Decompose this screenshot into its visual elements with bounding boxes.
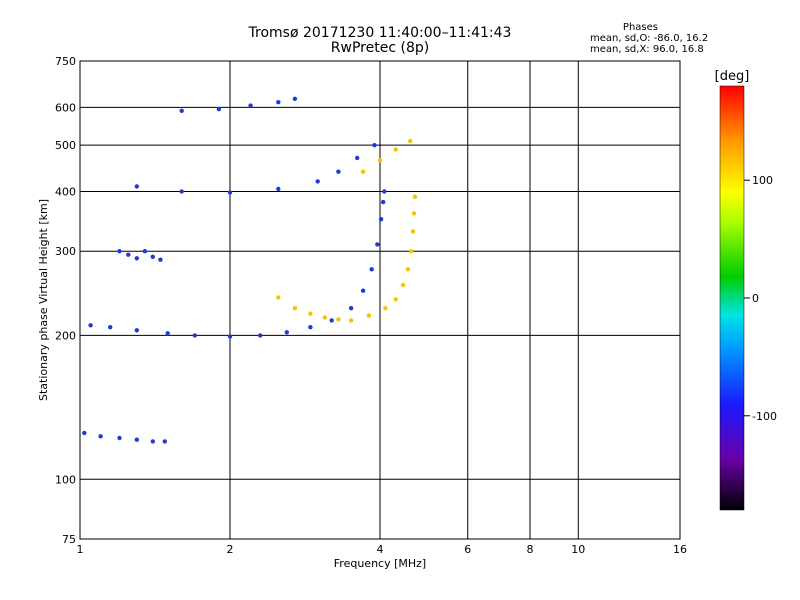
- data-point: [258, 333, 263, 338]
- x-tick-label: 16: [673, 543, 687, 556]
- chart-title: Tromsø 20171230 11:40:00–11:41:43 RwPret…: [230, 26, 530, 56]
- data-point: [276, 186, 281, 192]
- data-point: [366, 313, 372, 318]
- data-point: [134, 437, 139, 442]
- x-tick-label: 4: [377, 543, 384, 556]
- grid: [80, 61, 680, 539]
- data-point: [284, 330, 289, 335]
- data-point: [360, 169, 366, 174]
- data-point: [409, 249, 414, 254]
- data-point: [179, 108, 184, 114]
- data-point: [179, 189, 184, 194]
- data-point: [117, 435, 122, 441]
- phase-statistics-x-mode: mean, sd,X: 96.0, 16.8: [590, 44, 704, 55]
- data-point: [377, 158, 383, 163]
- phase-colorbar: [deg] 100 0 -100: [715, 69, 777, 511]
- colorbar-label: [deg]: [715, 69, 750, 84]
- phase-statistics-title: Phases: [622, 22, 658, 33]
- data-point: [378, 217, 384, 222]
- colorbar-tick-label: -100: [752, 410, 777, 423]
- x-tick-label: 8: [527, 543, 534, 556]
- phase-statistics: Phases mean, sd,O: -86.0, 16.2 mean, sd,…: [590, 22, 740, 55]
- data-point: [393, 147, 398, 152]
- data-point: [158, 257, 163, 262]
- data-point: [381, 199, 386, 205]
- x-tick-label: 2: [227, 543, 234, 556]
- data-point: [348, 306, 354, 311]
- y-axis-ticks: 75 100 200 300 400 500 600 750: [55, 55, 76, 546]
- y-tick-label: 300: [55, 245, 76, 258]
- data-point: [360, 288, 366, 293]
- x-tick-label: 10: [571, 543, 585, 556]
- x-tick-label: 1: [77, 543, 84, 556]
- data-point: [375, 242, 380, 247]
- data-point: [315, 179, 320, 184]
- data-point: [292, 96, 298, 102]
- data-point: [336, 169, 341, 174]
- data-point: [150, 254, 155, 259]
- data-point: [227, 190, 233, 195]
- data-point: [383, 306, 388, 311]
- colorbar-gradient: [719, 85, 745, 511]
- data-point: [408, 138, 413, 144]
- chart-title-line1: Tromsø 20171230 11:40:00–11:41:43: [248, 25, 512, 41]
- data-point: [162, 439, 167, 444]
- data-point: [322, 315, 327, 320]
- data-point: [348, 318, 354, 323]
- chart-title-line2: RwPretec (8p): [330, 40, 430, 56]
- y-tick-label: 400: [55, 185, 76, 198]
- data-point: [382, 189, 387, 194]
- y-tick-label: 200: [55, 329, 76, 342]
- data-point: [405, 267, 411, 272]
- data-point: [134, 184, 139, 189]
- data-point: [88, 323, 93, 328]
- data-point: [393, 297, 398, 302]
- data-point: [134, 328, 139, 333]
- y-tick-label: 600: [55, 101, 76, 114]
- data-point: [355, 155, 360, 161]
- x-axis-label: Frequency [MHz]: [334, 557, 426, 570]
- y-tick-label: 750: [55, 55, 76, 68]
- data-point: [369, 267, 374, 272]
- data-point: [134, 256, 139, 261]
- y-axis-label: Stationary phase Virtual Height [km]: [37, 199, 50, 401]
- data-point: [372, 143, 377, 148]
- data-point: [292, 306, 298, 311]
- data-point: [192, 333, 197, 338]
- data-point: [108, 325, 113, 330]
- data-points: [82, 96, 418, 444]
- data-point: [117, 249, 122, 254]
- data-point: [400, 282, 406, 288]
- data-point: [98, 434, 103, 439]
- data-point: [150, 439, 155, 444]
- data-point: [329, 318, 334, 323]
- colorbar-tick-label: 100: [752, 174, 773, 187]
- phase-statistics-o-mode: mean, sd,O: -86.0, 16.2: [590, 33, 709, 44]
- data-point: [227, 334, 233, 339]
- data-point: [82, 430, 87, 436]
- data-point: [165, 331, 170, 336]
- data-point: [308, 311, 313, 316]
- data-point: [308, 325, 313, 330]
- data-point: [276, 100, 281, 105]
- data-point: [142, 249, 148, 254]
- data-point: [412, 194, 418, 199]
- y-tick-label: 100: [55, 473, 76, 486]
- plot-frame: [79, 60, 681, 540]
- colorbar-ticks: 100 0 -100: [744, 174, 777, 423]
- x-tick-label: 6: [464, 543, 471, 556]
- colorbar-tick-label: 0: [752, 292, 759, 305]
- data-point: [276, 295, 281, 300]
- data-point: [248, 103, 253, 108]
- data-point: [410, 229, 416, 234]
- data-point: [216, 106, 222, 112]
- x-axis-ticks: 1 2 4 6 8 10 16: [77, 543, 688, 556]
- data-point: [126, 252, 131, 257]
- y-tick-label: 500: [55, 139, 76, 152]
- y-tick-label: 75: [62, 533, 76, 546]
- data-point: [336, 317, 341, 322]
- data-point: [411, 211, 417, 216]
